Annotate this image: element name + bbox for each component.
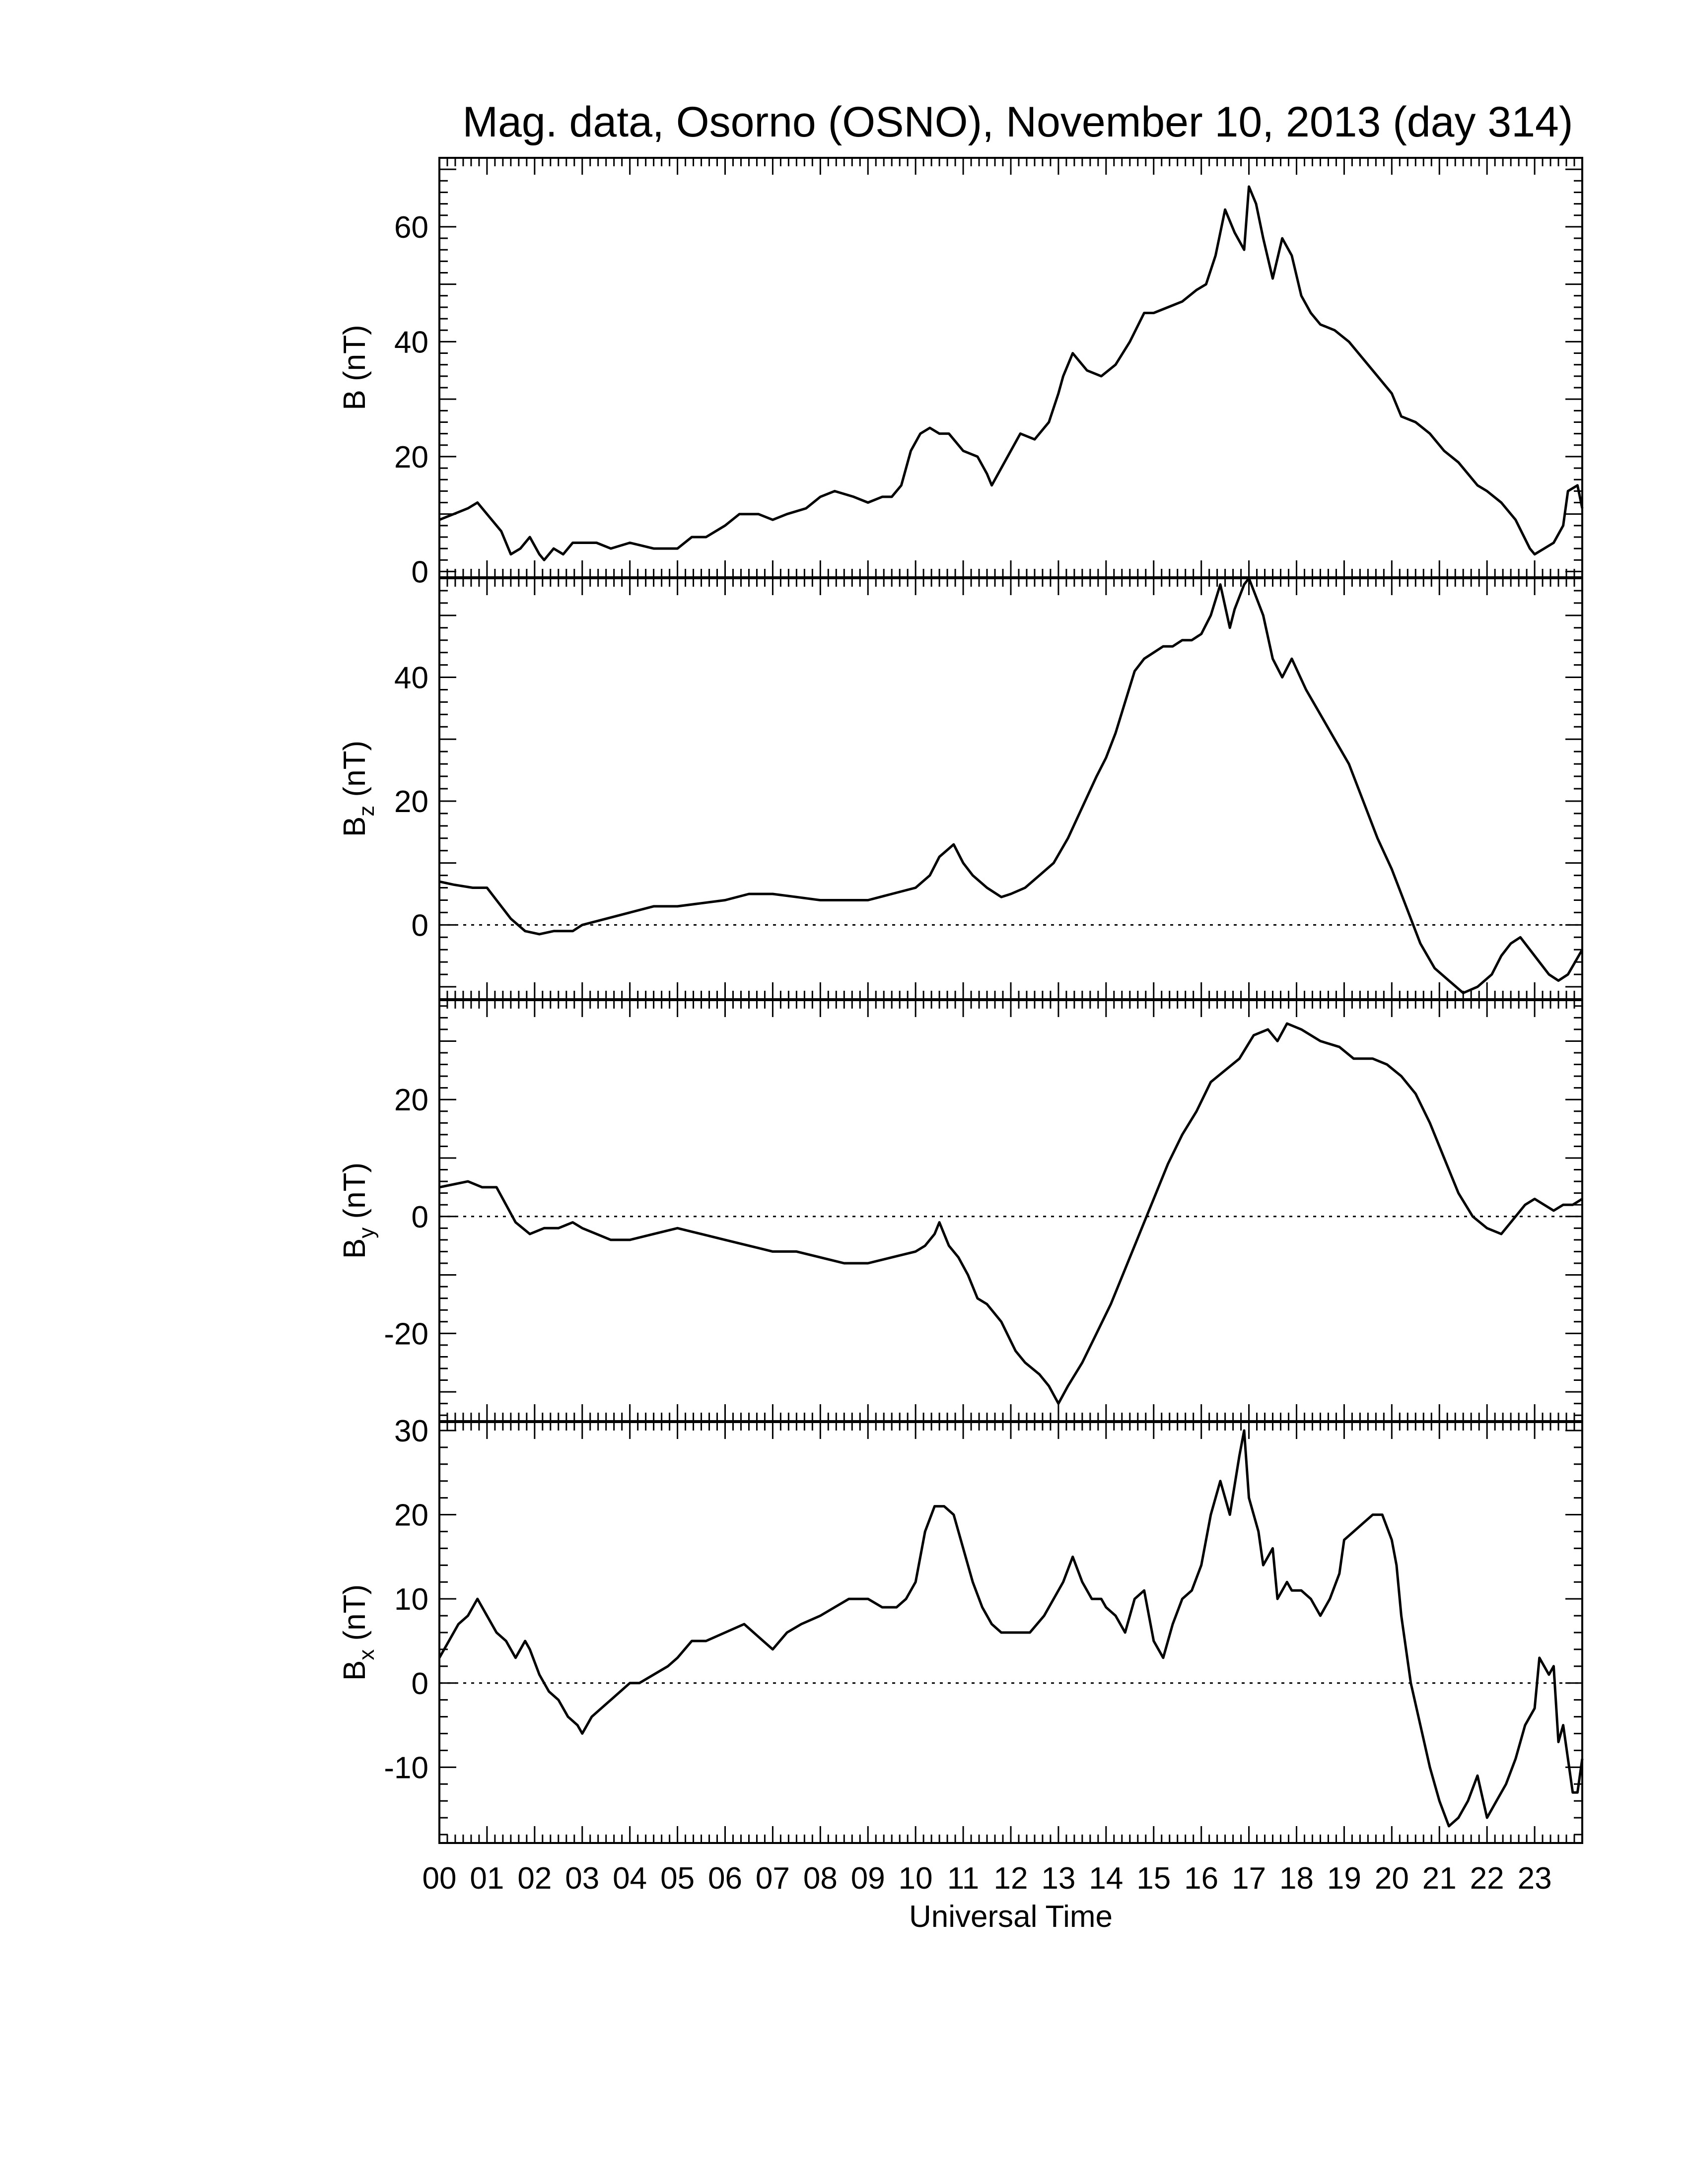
y-axis-label: Bz (nT) <box>338 741 379 837</box>
y-tick-label: 20 <box>394 1083 428 1117</box>
x-tick-label: 11 <box>947 1861 979 1896</box>
panel-bx: -10 0 10 20 30 Bx (nT) <box>338 1414 1584 1844</box>
y-axis-label-main: B <box>338 1660 372 1681</box>
x-tick-label: 00 <box>422 1861 457 1896</box>
y-axis-label: B (nT) <box>338 325 372 410</box>
x-tick-label: 10 <box>899 1861 933 1896</box>
y-tick-label: 20 <box>394 1499 428 1533</box>
x-tick-label: 05 <box>660 1861 695 1896</box>
series-line <box>439 1022 1583 1405</box>
y-tick-label: 40 <box>394 325 428 359</box>
y-axis-label-main: B <box>338 817 372 837</box>
y-tick-label: 60 <box>394 210 428 245</box>
y-tick-label: 0 <box>412 908 428 943</box>
y-axis-label-unit: (nT) <box>338 1584 372 1649</box>
y-tick-label: 20 <box>394 440 428 475</box>
y-tick-label: 10 <box>394 1582 428 1617</box>
y-axis-label-main: B <box>338 390 372 410</box>
x-tick-label: 13 <box>1041 1861 1075 1896</box>
x-tick-label: 16 <box>1184 1861 1218 1896</box>
x-tick-label: 14 <box>1089 1861 1123 1896</box>
x-tick-label: 17 <box>1232 1861 1266 1896</box>
y-axis-label-unit: (nT) <box>338 1162 372 1228</box>
x-tick-label: 15 <box>1136 1861 1171 1896</box>
y-tick-label: 0 <box>412 1667 428 1701</box>
y-tick-label: 30 <box>394 1414 428 1448</box>
figure-title: Mag. data, Osorno (OSNO), November 10, 2… <box>462 98 1573 146</box>
x-tick-label: 19 <box>1327 1861 1361 1896</box>
x-tick-label: 08 <box>803 1861 838 1896</box>
x-tick-label: 07 <box>756 1861 790 1896</box>
y-axis-label-subscript: x <box>354 1649 379 1660</box>
x-tick-label: 21 <box>1422 1861 1457 1896</box>
y-tick-label: 0 <box>412 555 428 589</box>
y-tick-label: -20 <box>384 1317 428 1351</box>
x-tick-label: 22 <box>1470 1861 1504 1896</box>
x-axis-tick-labels: 00 01 02 03 04 05 06 07 08 09 10 11 12 13 14 15 16 17 18 19… <box>422 1861 1552 1896</box>
y-tick-label: -10 <box>384 1751 428 1785</box>
series-line <box>439 185 1584 561</box>
y-tick-label: 0 <box>412 1200 428 1234</box>
x-tick-label: 20 <box>1375 1861 1409 1896</box>
x-tick-label: 23 <box>1518 1861 1552 1896</box>
y-axis-label-main: B <box>338 1238 372 1259</box>
x-axis-label: Universal Time <box>909 1900 1113 1934</box>
y-tick-label: 20 <box>394 785 428 819</box>
y-axis-label: Bx (nT) <box>338 1584 379 1681</box>
x-tick-label: 06 <box>708 1861 742 1896</box>
series-line <box>439 577 1584 994</box>
panel-b-total: 0 20 40 60 B (nT) <box>338 157 1584 589</box>
y-axis-label-unit: (nT) <box>338 325 372 390</box>
x-tick-label: 04 <box>613 1861 647 1896</box>
y-axis-label-subscript: y <box>354 1228 379 1238</box>
series-line <box>438 1429 1584 1828</box>
x-tick-label: 18 <box>1279 1861 1314 1896</box>
x-tick-label: 12 <box>994 1861 1028 1896</box>
y-tick-label: 40 <box>394 661 428 695</box>
y-axis-label-subscript: z <box>354 806 379 817</box>
y-axis-label-unit: (nT) <box>338 741 372 806</box>
x-tick-label: 02 <box>517 1861 552 1896</box>
x-tick-label: 01 <box>470 1861 504 1896</box>
x-tick-label: 09 <box>851 1861 885 1896</box>
x-tick-label: 03 <box>565 1861 599 1896</box>
y-axis-label: By (nT) <box>338 1162 379 1259</box>
